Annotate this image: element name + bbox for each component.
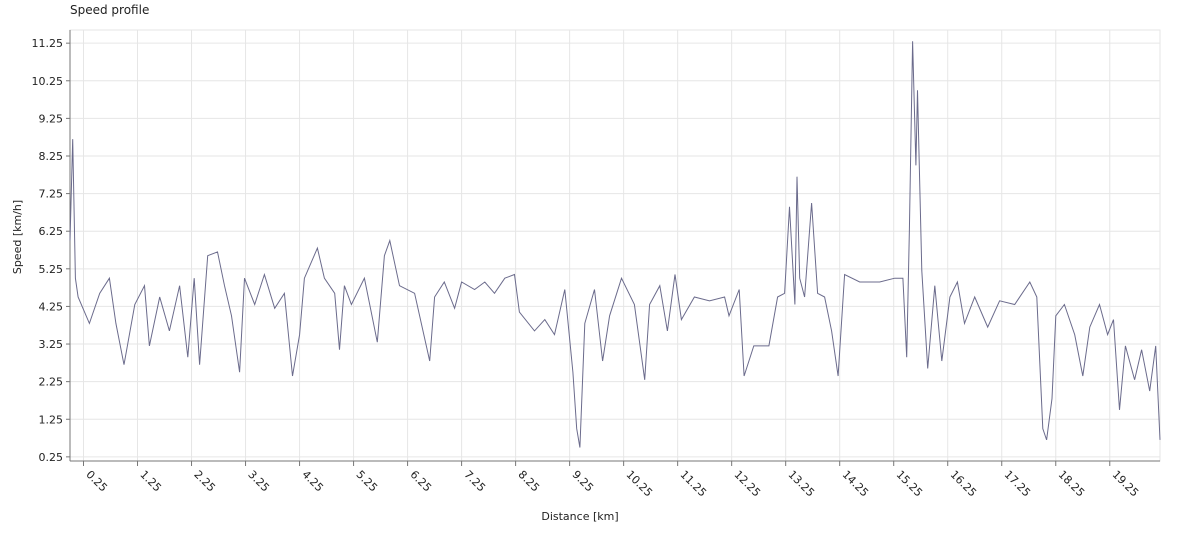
y-tick-label: 8.25 [39,150,64,163]
x-tick-label: 8.25 [515,468,542,495]
x-tick-label: 5.25 [353,468,380,495]
x-tick-label: 15.25 [894,468,925,499]
x-tick-label: 16.25 [948,468,979,499]
y-axis-label: Speed [km/h] [11,200,24,274]
y-tick-label: 9.25 [39,112,64,125]
y-tick-label: 7.25 [39,188,64,201]
y-tick-label: 2.25 [39,376,64,389]
y-tick-label: 6.25 [39,225,64,238]
x-tick-label: 0.25 [83,468,110,495]
x-tick-label: 6.25 [407,468,434,495]
x-tick-label: 9.25 [570,468,597,495]
x-tick-label: 1.25 [137,468,164,495]
x-tick-label: 18.25 [1056,468,1087,499]
speed-line [69,41,1161,448]
y-tick-label: 11.25 [32,37,64,50]
x-tick-label: 12.25 [732,468,763,499]
y-tick-label: 5.25 [39,263,64,276]
x-tick-label: 7.25 [461,468,488,495]
x-tick-label: 14.25 [840,468,871,499]
y-tick-label: 0.25 [39,451,64,464]
x-tick-label: 2.25 [191,468,218,495]
x-tick-label: 3.25 [245,468,272,495]
y-tick-label: 3.25 [39,338,64,351]
x-tick-label: 17.25 [1002,468,1033,499]
y-tick-label: 1.25 [39,413,64,426]
x-tick-label: 11.25 [678,468,709,499]
x-tick-label: 4.25 [299,468,326,495]
y-tick-label: 4.25 [39,300,64,313]
x-tick-label: 19.25 [1110,468,1141,499]
x-tick-label: 10.25 [624,468,655,499]
plot-area [69,29,1161,462]
chart-title: Speed profile [70,3,149,17]
x-tick-label: 13.25 [786,468,817,499]
x-axis-label: Distance [km] [541,510,618,523]
y-tick-label: 10.25 [32,75,64,88]
